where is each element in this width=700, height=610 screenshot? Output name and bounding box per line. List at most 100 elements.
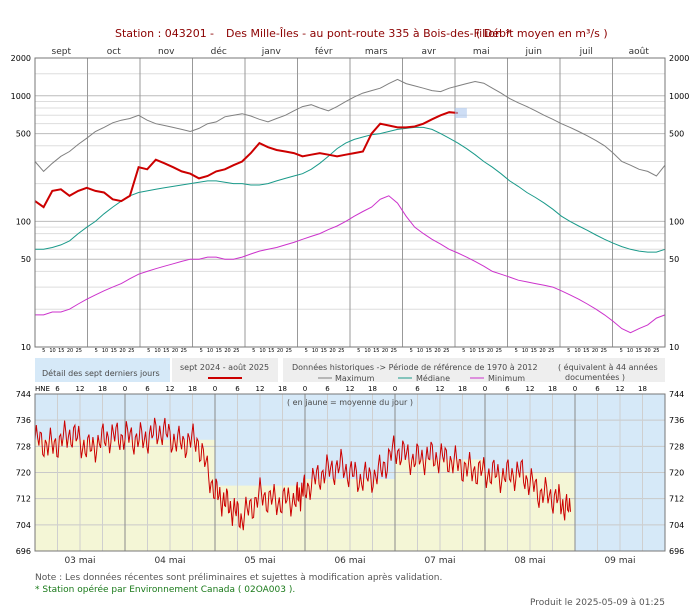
day-tick-label: 20 bbox=[172, 348, 178, 354]
day-tick-label: 5 bbox=[42, 348, 45, 354]
hour-tick-label: 0 bbox=[483, 385, 487, 393]
equiv-label-1: ( équivalent à 44 années bbox=[558, 362, 658, 372]
day-tick-label: 10 bbox=[312, 348, 318, 354]
month-label: janv bbox=[261, 47, 282, 57]
hour-tick-label: 18 bbox=[458, 385, 467, 393]
equiv-label-2: documentées ) bbox=[565, 372, 625, 382]
hourly-flow-line bbox=[34, 417, 571, 531]
footer-produced: Produit le 2025-05-09 à 01:25 bbox=[530, 598, 665, 608]
day-tick-label: 25 bbox=[548, 348, 554, 354]
hour-tick-label: 12 bbox=[76, 385, 85, 393]
hour-tick-label: 12 bbox=[256, 385, 265, 393]
hourly-chart-axes: 6 12 18 0 6 12 18 0 6 12 18 0 6 12 18 0 6 12 18 0 6 12 18 0 6 12 1… bbox=[16, 385, 685, 566]
day-tick-label: 15 bbox=[531, 348, 537, 354]
maximum-legend-label: Maximum bbox=[335, 374, 375, 383]
day-tick-label: 25 bbox=[391, 348, 397, 354]
hour-tick-label: 0 bbox=[303, 385, 307, 393]
hour-tick-label: 6 bbox=[595, 385, 600, 393]
day-tick-label: 5 bbox=[252, 348, 255, 354]
day-tick-label: 5 bbox=[95, 348, 98, 354]
station-name: Des Mille-Îles - au pont-route 335 à Boi… bbox=[226, 27, 511, 40]
hour-tick-label: 18 bbox=[98, 385, 107, 393]
y-tick-label-right: 712 bbox=[669, 495, 684, 504]
hour-tick-label: 6 bbox=[415, 385, 420, 393]
annual-chart-grid bbox=[34, 57, 666, 348]
day-tick-label: 15 bbox=[426, 348, 432, 354]
station-id: Station : 043201 bbox=[115, 27, 207, 40]
y-tick-label-right: 696 bbox=[669, 547, 684, 556]
day-tick-label: 10 bbox=[207, 348, 213, 354]
day-tick-label: 5 bbox=[410, 348, 413, 354]
title-unit: ( Débit moyen en m³/s ) bbox=[476, 27, 608, 40]
detail-legend-label: Détail des sept derniers jours bbox=[42, 368, 160, 378]
month-label: oct bbox=[107, 47, 121, 57]
hour-tick-label: 12 bbox=[436, 385, 445, 393]
day-tick-label: 10 bbox=[49, 348, 55, 354]
day-tick-label: 5 bbox=[305, 348, 308, 354]
day-tick-label: 5 bbox=[147, 348, 150, 354]
day-tick-label: 10 bbox=[102, 348, 108, 354]
day-tick-label: 15 bbox=[163, 348, 169, 354]
day-tick-label: 15 bbox=[583, 348, 589, 354]
y-tick-label-left: 728 bbox=[16, 442, 31, 451]
month-label: juin bbox=[525, 47, 542, 57]
hour-tick-label: 12 bbox=[166, 385, 175, 393]
daily-mean-hint: ( en jaune = moyenne du jour ) bbox=[287, 398, 413, 407]
day-tick-label: 20 bbox=[67, 348, 73, 354]
hour-tick-label: 0 bbox=[213, 385, 217, 393]
day-tick-label: 5 bbox=[620, 348, 623, 354]
month-label: juil bbox=[579, 47, 593, 57]
day-tick-label: 15 bbox=[58, 348, 64, 354]
y-tick-label-right: 1000 bbox=[669, 92, 689, 101]
day-tick-label: 25 bbox=[496, 348, 502, 354]
hour-tick-label: 18 bbox=[188, 385, 197, 393]
series-minimum-line bbox=[35, 195, 666, 334]
day-tick-label: 5 bbox=[200, 348, 203, 354]
month-label: août bbox=[629, 47, 650, 57]
series-median-line bbox=[35, 126, 666, 253]
day-tick-label: 20 bbox=[382, 348, 388, 354]
day-tick-label: 25 bbox=[128, 348, 134, 354]
day-tick-label: 20 bbox=[592, 348, 598, 354]
day-tick-label: 10 bbox=[522, 348, 528, 354]
historic-label: Données historiques -> Période de référe… bbox=[292, 362, 538, 372]
day-label: 05 mai bbox=[244, 556, 275, 566]
hour-tick-label: 6 bbox=[145, 385, 150, 393]
month-label: mars bbox=[365, 47, 388, 57]
day-label: 03 mai bbox=[64, 556, 95, 566]
day-tick-label: 15 bbox=[268, 348, 274, 354]
day-tick-label: 25 bbox=[286, 348, 292, 354]
y-tick-label-left: 744 bbox=[16, 390, 31, 399]
day-label: 06 mai bbox=[334, 556, 365, 566]
day-tick-label: 5 bbox=[357, 348, 360, 354]
day-tick-label: 25 bbox=[653, 348, 659, 354]
hour-tick-label: 18 bbox=[548, 385, 557, 393]
day-tick-label: 15 bbox=[321, 348, 327, 354]
y-tick-label-right: 500 bbox=[669, 130, 684, 139]
hour-tick-label: 18 bbox=[278, 385, 287, 393]
month-label: déc bbox=[211, 46, 227, 57]
day-tick-label: 20 bbox=[224, 348, 230, 354]
hour-tick-label: 6 bbox=[55, 385, 60, 393]
y-tick-label-left: 720 bbox=[16, 469, 31, 478]
day-tick-label: 25 bbox=[233, 348, 239, 354]
y-tick-label-left: 500 bbox=[16, 130, 31, 139]
day-label: 07 mai bbox=[424, 556, 455, 566]
day-tick-label: 20 bbox=[119, 348, 125, 354]
hour-tick-label: 12 bbox=[526, 385, 535, 393]
hour-tick-label: 0 bbox=[393, 385, 397, 393]
hourly-chart-series bbox=[34, 417, 571, 531]
month-label: avr bbox=[421, 47, 436, 57]
day-tick-label: 20 bbox=[277, 348, 283, 354]
day-tick-label: 20 bbox=[539, 348, 545, 354]
footer-note: Note : Les données récentes sont prélimi… bbox=[35, 572, 442, 583]
day-tick-label: 5 bbox=[567, 348, 570, 354]
day-tick-label: 10 bbox=[364, 348, 370, 354]
day-tick-label: 10 bbox=[574, 348, 580, 354]
detail-legend-box bbox=[35, 358, 170, 382]
y-tick-label-right: 744 bbox=[669, 390, 684, 399]
y-tick-label-left: 10 bbox=[21, 343, 31, 352]
day-tick-label: 10 bbox=[627, 348, 633, 354]
